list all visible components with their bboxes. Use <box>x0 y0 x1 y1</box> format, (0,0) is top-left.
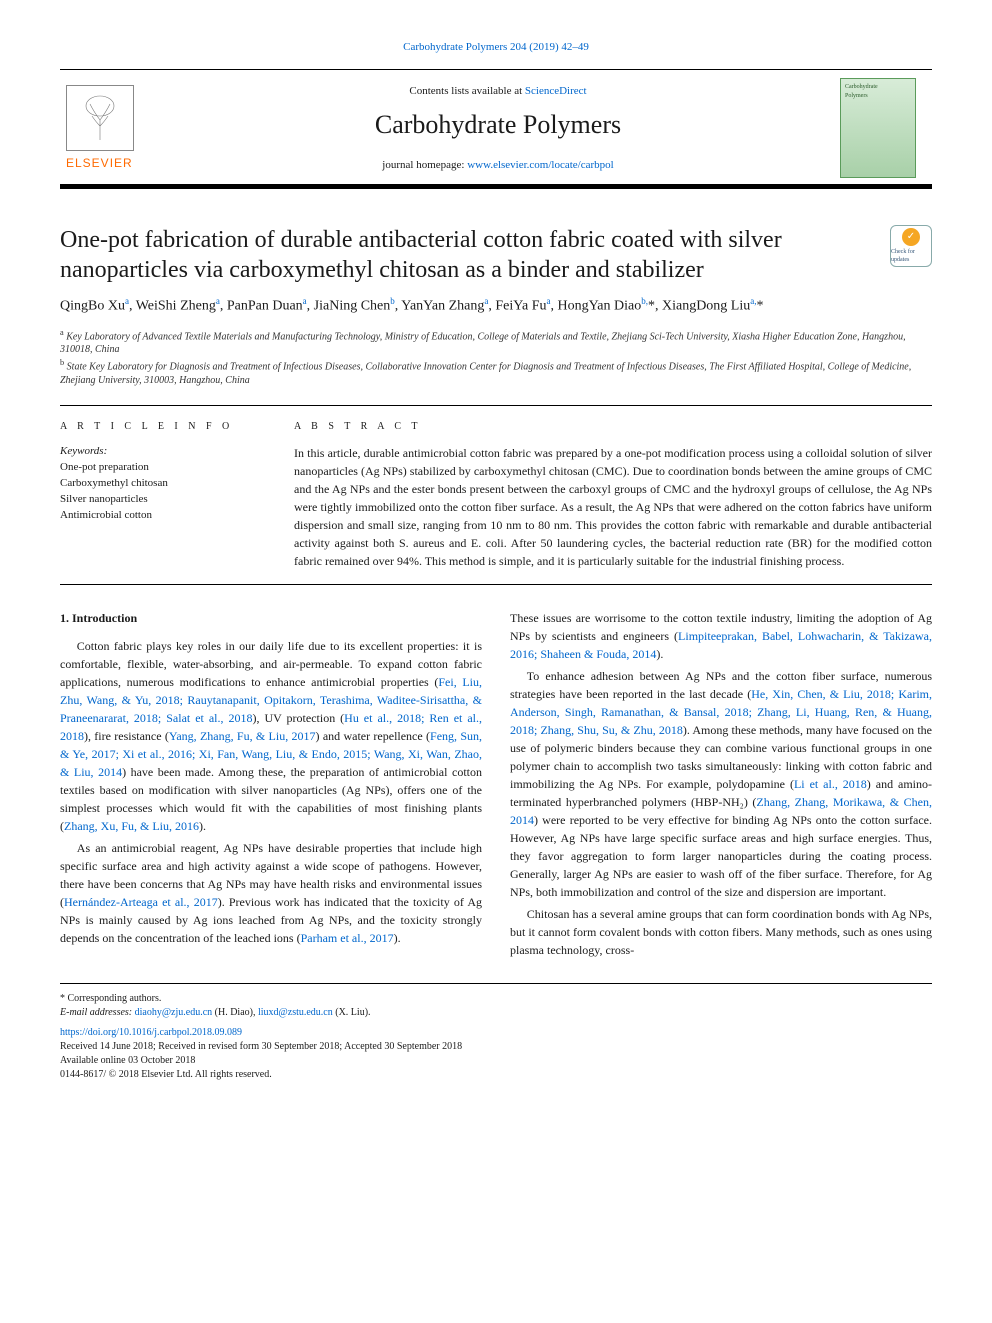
publisher-name: ELSEVIER <box>66 155 156 172</box>
masthead: ELSEVIER Contents lists available at Sci… <box>60 69 932 189</box>
corr-email-2[interactable]: liuxd@zstu.edu.cn <box>258 1007 333 1018</box>
corr-email-1-who: (H. Diao), <box>212 1007 258 1018</box>
body-paragraph: As an antimicrobial reagent, Ag NPs have… <box>60 839 482 947</box>
article-info-heading: A R T I C L E I N F O <box>60 420 268 434</box>
masthead-center: Contents lists available at ScienceDirec… <box>156 84 840 173</box>
abstract-column: A B S T R A C T In this article, durable… <box>294 420 932 570</box>
info-abstract-row: A R T I C L E I N F O Keywords: One-pot … <box>60 405 932 585</box>
article-info-column: A R T I C L E I N F O Keywords: One-pot … <box>60 420 268 570</box>
journal-homepage-line: journal homepage: www.elsevier.com/locat… <box>156 158 840 173</box>
body-paragraph: To enhance adhesion between Ag NPs and t… <box>510 667 932 901</box>
email-line: E-mail addresses: diaohy@zju.edu.cn (H. … <box>60 1006 932 1020</box>
doi-link[interactable]: https://doi.org/10.1016/j.carbpol.2018.0… <box>60 1027 242 1038</box>
keywords-label: Keywords: <box>60 444 268 459</box>
check-updates-badge[interactable]: ✓ Check for updates <box>890 225 932 267</box>
corresponding-label: * Corresponding authors. <box>60 992 932 1006</box>
section-1-heading: 1. Introduction <box>60 609 482 627</box>
online-line: Available online 03 October 2018 <box>60 1054 932 1068</box>
body-paragraph: Cotton fabric plays key roles in our dai… <box>60 637 482 835</box>
check-updates-icon: ✓ <box>902 228 920 246</box>
publisher-block: ELSEVIER <box>66 85 156 172</box>
corr-email-2-who: (X. Liu). <box>333 1007 371 1018</box>
homepage-prefix: journal homepage: <box>382 159 467 171</box>
author-list: QingBo Xua, WeiShi Zhenga, PanPan Duana,… <box>60 295 932 316</box>
affiliations: a Key Laboratory of Advanced Textile Mat… <box>60 327 932 388</box>
elsevier-tree-icon <box>66 85 134 151</box>
email-label: E-mail addresses: <box>60 1007 135 1018</box>
cover-text-bottom: Polymers <box>845 92 911 100</box>
abstract-text: In this article, durable antimicrobial c… <box>294 444 932 570</box>
footer: * Corresponding authors. E-mail addresse… <box>60 983 932 1082</box>
body-columns: 1. Introduction Cotton fabric plays key … <box>60 609 932 959</box>
journal-cover-thumb-icon: Carbohydrate Polymers <box>840 78 916 178</box>
cover-text-top: Carbohydrate <box>845 83 911 91</box>
keywords-list: One-pot preparationCarboxymethyl chitosa… <box>60 460 268 524</box>
body-paragraph: Chitosan has a several amine groups that… <box>510 905 932 959</box>
history-line: Received 14 June 2018; Received in revis… <box>60 1040 932 1054</box>
abstract-heading: A B S T R A C T <box>294 420 932 434</box>
corr-email-1[interactable]: diaohy@zju.edu.cn <box>135 1007 213 1018</box>
check-updates-label: Check for updates <box>891 248 931 265</box>
title-row: One-pot fabrication of durable antibacte… <box>60 225 932 285</box>
contents-available-line: Contents lists available at ScienceDirec… <box>156 84 840 99</box>
copyright-line: 0144-8617/ © 2018 Elsevier Ltd. All righ… <box>60 1068 932 1082</box>
journal-name: Carbohydrate Polymers <box>156 107 840 143</box>
article-title: One-pot fabrication of durable antibacte… <box>60 225 874 285</box>
journal-cover: Carbohydrate Polymers <box>840 78 926 178</box>
journal-homepage-link[interactable]: www.elsevier.com/locate/carbpol <box>467 159 614 171</box>
body-paragraph: These issues are worrisome to the cotton… <box>510 609 932 663</box>
sciencedirect-link[interactable]: ScienceDirect <box>525 85 587 97</box>
contents-prefix: Contents lists available at <box>409 85 524 97</box>
journal-citation-line: Carbohydrate Polymers 204 (2019) 42–49 <box>60 40 932 55</box>
